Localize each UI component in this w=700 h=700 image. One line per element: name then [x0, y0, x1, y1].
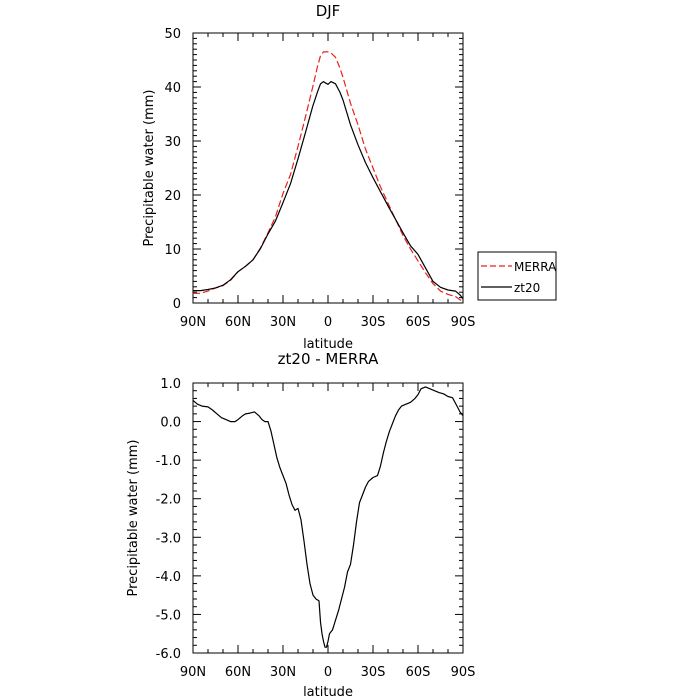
djf-chart-title: DJF: [316, 2, 341, 20]
difference-x-axis-label: latitude: [303, 685, 353, 700]
djf-x-tick-label: 60S: [406, 315, 431, 330]
difference-x-tick-label: 30S: [361, 665, 386, 680]
djf-series-line-zt20: [193, 80, 464, 300]
djf-x-tick-label: 90N: [180, 315, 206, 330]
difference-y-tick-labels: 1.0 0.0 -1.0 -2.0 -3.0 -4.0 -5.0 -6.0: [156, 377, 181, 662]
djf-ticks: [192, 32, 464, 304]
legend-zt20-label: zt20: [514, 281, 540, 295]
djf-y-tick-label: 0: [173, 297, 181, 312]
difference-y-tick-label: -3.0: [156, 531, 181, 546]
difference-x-tick-label: 0: [324, 665, 332, 680]
djf-y-tick-label: 20: [164, 189, 181, 204]
djf-x-axis-label: latitude: [303, 337, 353, 352]
djf-y-tick-labels: 0 10 20 30 40 50: [164, 27, 181, 312]
legend-box: [477, 251, 557, 301]
difference-y-tick-label: -2.0: [156, 493, 181, 508]
djf-x-tick-label: 30S: [361, 315, 386, 330]
difference-y-tick-label: -5.0: [156, 608, 181, 623]
difference-series-line-0: [192, 386, 464, 648]
difference-y-tick-label: -6.0: [156, 647, 181, 662]
difference-x-tick-label: 90N: [180, 665, 206, 680]
difference-chart-title: zt20 - MERRA: [278, 350, 379, 368]
difference-x-tick-label: 60N: [225, 665, 251, 680]
difference-x-tick-label: 30N: [270, 665, 296, 680]
difference-y-tick-label: -1.0: [156, 454, 181, 469]
djf-x-tick-label: 0: [324, 315, 332, 330]
djf-y-tick-label: 40: [164, 81, 181, 96]
djf-y-tick-label: 30: [164, 135, 181, 150]
djf-x-tick-label: 90S: [451, 315, 476, 330]
djf-x-tick-labels: 90N 60N 30N 0 30S 60S 90S: [180, 315, 476, 330]
difference-y-tick-label: -4.0: [156, 570, 181, 585]
difference-x-tick-label: 60S: [406, 665, 431, 680]
difference-panel: zt20 - MERRA 90N 60N 30N 0 30S 60S 90S 1.0 0.0 -…: [126, 350, 475, 700]
djf-series-lines: [193, 51, 464, 302]
difference-x-tick-label: 90S: [451, 665, 476, 680]
djf-x-tick-label: 60N: [225, 315, 251, 330]
djf-y-tick-label: 50: [164, 27, 181, 42]
difference-series-lines: [192, 386, 464, 648]
difference-y-axis-label: Precipitable water (mm): [126, 440, 141, 597]
djf-x-tick-label: 30N: [270, 315, 296, 330]
djf-y-tick-label: 10: [164, 243, 181, 258]
djf-y-axis-label: Precipitable water (mm): [142, 90, 157, 247]
legend-merra-label: MERRA: [514, 260, 557, 274]
difference-y-tick-label: 0.0: [160, 416, 181, 431]
difference-x-tick-labels: 90N 60N 30N 0 30S 60S 90S: [180, 665, 476, 680]
djf-panel: DJF 90N 60N 30N 0 30S 60S 90S 0 10 20 30 40 50 lati…: [142, 2, 475, 352]
difference-plot-frame: [192, 382, 464, 654]
difference-y-tick-label: 1.0: [160, 377, 181, 392]
difference-ticks: [192, 382, 464, 654]
legend: MERRA zt20: [477, 251, 557, 301]
